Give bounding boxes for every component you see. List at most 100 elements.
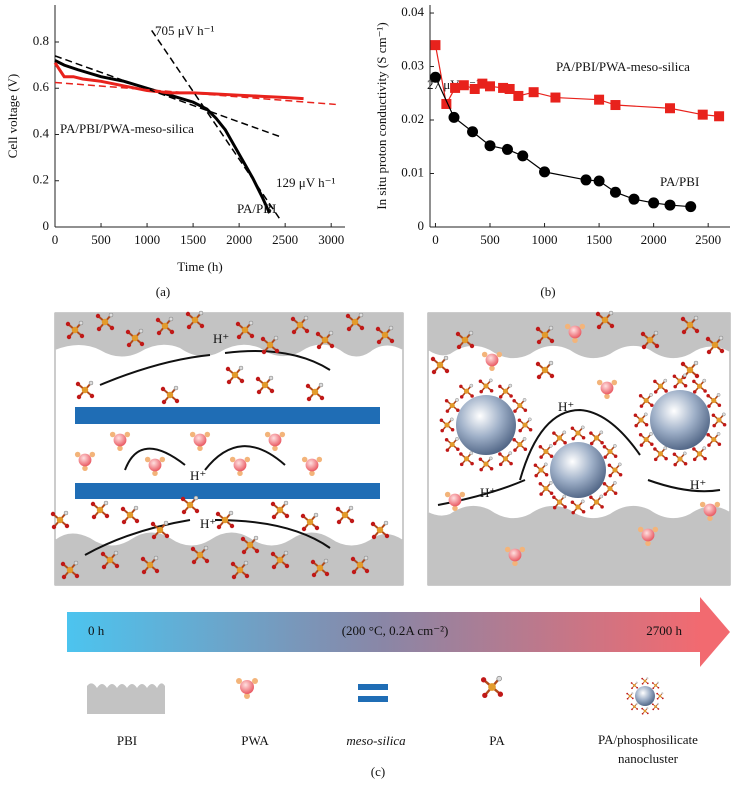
pa-molecule [630,681,639,690]
marker [550,92,561,103]
y-tick-label: 0.01 [401,164,424,179]
marker [685,201,697,213]
y-tick-label: 0.04 [401,4,424,19]
arrow-start: 0 h [88,623,105,638]
proton-label: H⁺ [190,468,206,483]
marker [594,94,605,105]
series-label: 705 μV h⁻¹ [155,23,214,38]
meso-silica-bar [75,407,380,424]
marker [697,109,708,120]
fit-line [54,55,281,138]
marker [580,174,592,186]
arrow-end: 2700 h [646,623,682,638]
arrow [214,519,331,549]
arrow [124,447,186,471]
proton-label: H⁺ [558,399,574,414]
x-tick-label: 0 [52,232,59,247]
pa-molecule [640,707,650,716]
arrow [647,479,721,493]
legend-pwa [236,678,258,699]
proton-label: H⁺ [200,516,216,531]
x-tick-label: 2500 [695,232,721,247]
x-tick-label: 1500 [586,232,612,247]
marker [628,193,640,205]
x-tick-label: 1000 [134,232,160,247]
series-label: PA/PBI [237,201,276,216]
marker [648,197,660,209]
molecules [49,310,728,716]
x-tick-label: 2500 [272,232,298,247]
pa-molecule [651,681,660,690]
legend-pa [479,675,505,700]
marker [539,166,551,178]
pa-molecule [625,692,635,701]
x-tick-label: 1000 [532,232,558,247]
series-label: PA/PBI/PWA-meso-silica [556,59,690,74]
marker [517,150,529,162]
panel-label: (a) [156,284,170,299]
legend-label: meso-silica [346,733,406,748]
time-arrow [67,612,702,652]
y-tick-label: 0 [43,218,50,233]
arrow [99,354,211,386]
x-tick-label: 2000 [641,232,667,247]
marker [430,40,441,51]
marker [484,140,496,152]
y-tick-label: 0.2 [33,172,49,187]
legend-nanocluster [635,686,655,706]
marker [441,98,452,109]
pa-molecule [630,702,639,711]
series-label: PA/PBI [660,174,699,189]
pa-molecule [640,677,650,686]
y-tick-label: 0.8 [33,33,49,48]
plots: 0 500 1000 1500 2000 2500 3000 0 0.2 0.4 0.6 0.8 PA/… [33,4,730,247]
proton-label: H⁺ [213,331,229,346]
marker [714,111,725,122]
marker [467,126,479,138]
marker [448,111,460,123]
fit-line [54,81,336,106]
pbi-band [428,505,730,585]
y-axis-label: In situ proton conductivity (S cm⁻¹) [374,22,389,209]
x-tick-label: 500 [91,232,111,247]
nanocluster [550,442,606,498]
arrow-condition: (200 °C, 0.2A cm⁻²) [342,623,449,638]
marker [477,78,488,89]
marker [458,80,469,91]
legend-label: PA/phosphosilicate [598,732,698,747]
legend-label: PA [489,733,505,748]
y-tick-label: 0 [418,218,425,233]
legend-pbi [87,683,165,714]
series-label: PA/PBI/PWA-meso-silica [60,121,194,136]
panel-label: (c) [371,764,385,779]
legend-label: PWA [241,733,269,748]
x-tick-label: 1500 [180,232,206,247]
time-arrow-head [700,597,730,667]
marker [664,199,676,211]
series-line [54,59,271,214]
y-tick-label: 0.6 [33,79,50,94]
marker [504,83,515,94]
nanocluster [456,395,516,455]
legend-meso [358,696,388,702]
marker [593,175,605,187]
pa-molecule [651,702,660,711]
marker [429,71,441,83]
hop-arrows [84,350,721,556]
nanocluster [650,390,710,450]
series-line [434,76,691,208]
marker [513,90,524,101]
diagram: H⁺ H⁺ H⁺ H⁺ H⁺ H⁺ 0 h (200 °C, 0.2A cm⁻²… [49,310,731,779]
y-tick-label: 0.4 [33,125,50,140]
legend-label: PBI [117,733,137,748]
panel-label: (b) [540,284,555,299]
marker [665,103,675,114]
marker [485,81,495,92]
series-label: 129 μV h⁻¹ [276,175,335,190]
meso-silica-bar [75,483,380,499]
x-tick-label: 3000 [318,232,344,247]
marker [450,82,461,93]
x-tick-label: 0 [432,232,439,247]
legend-meso [358,684,388,690]
